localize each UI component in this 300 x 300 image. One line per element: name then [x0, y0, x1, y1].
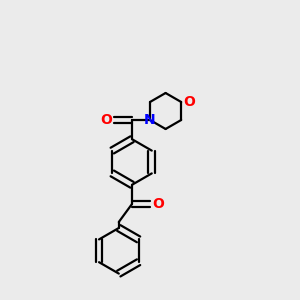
Text: O: O: [152, 197, 164, 211]
Text: O: O: [100, 113, 112, 127]
Text: N: N: [144, 113, 156, 127]
Text: O: O: [184, 95, 196, 109]
